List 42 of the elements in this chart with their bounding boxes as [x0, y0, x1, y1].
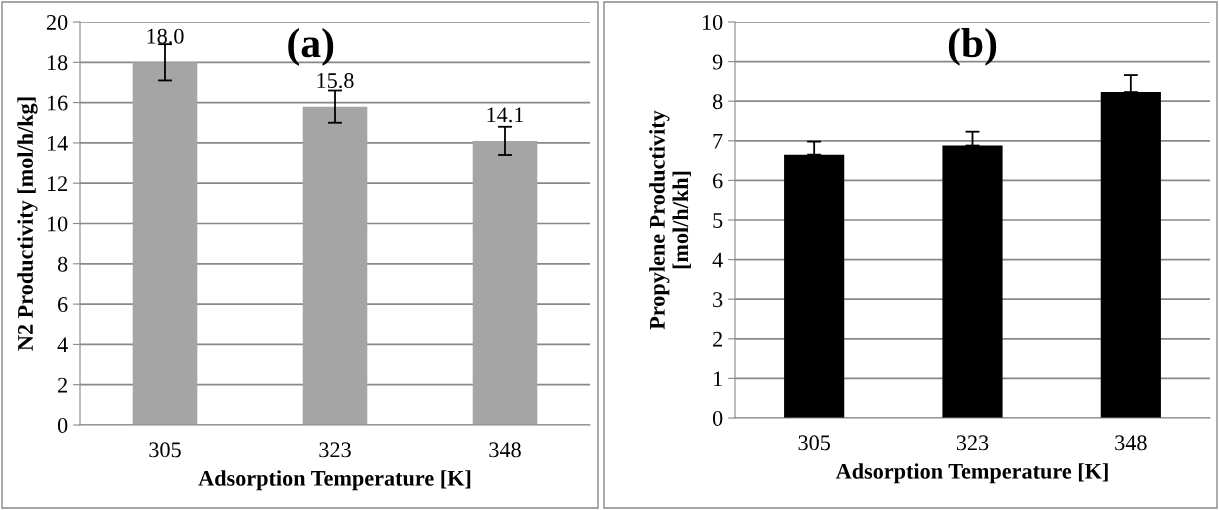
x-axis-title: Adsorption Temperature [K] — [835, 463, 1108, 484]
y-axis-title: Propylene Productivity [mol/h/kh] — [649, 110, 691, 330]
y-tick-label: 4 — [712, 252, 723, 268]
y-tick-label: 2 — [713, 331, 722, 347]
x-tick-label: 348 — [1115, 435, 1147, 451]
bar — [1100, 92, 1161, 418]
y-tick-label: 7 — [713, 133, 723, 149]
x-axis-title: Adsorption Temperature [K] — [198, 470, 471, 491]
x-tick-label: 305 — [798, 435, 830, 451]
y-tick-label: 5 — [713, 213, 723, 228]
y-tick-label: 4 — [57, 337, 68, 353]
data-label: 15.8 — [317, 73, 354, 89]
y-tick-label: 14 — [47, 135, 68, 151]
y-tick-label: 20 — [46, 14, 68, 30]
bar — [784, 154, 845, 418]
y-tick-label: 8 — [712, 94, 723, 110]
bar — [472, 140, 538, 425]
x-tick-label: 323 — [956, 435, 989, 451]
y-tick-label: 16 — [47, 95, 68, 111]
x-tick-label: 323 — [319, 442, 351, 458]
bar — [302, 106, 368, 425]
chart-title: (a) — [288, 28, 334, 66]
y-tick-label: 6 — [713, 173, 723, 189]
y-tick-label: 9 — [712, 54, 723, 70]
x-tick-label: 348 — [489, 442, 521, 458]
y-tick-label: 1 — [714, 371, 722, 387]
y-axis-title: N2 Productivity [mol/h/kg] — [17, 97, 38, 351]
y-tick-label: 18 — [47, 55, 68, 71]
y-tick-label: 8 — [57, 256, 68, 272]
y-tick-label: 10 — [47, 216, 68, 232]
y-tick-label: 6 — [58, 297, 68, 313]
y-tick-label: 3 — [713, 292, 723, 308]
chart-title: (b) — [948, 27, 997, 66]
data-label: 14.1 — [487, 107, 524, 123]
data-label: 18.0 — [147, 28, 184, 44]
y-tick-label: 0 — [712, 410, 723, 426]
y-tick-label: 2 — [58, 377, 67, 393]
y-tick-label: 10 — [702, 14, 723, 30]
bar — [132, 62, 198, 425]
y-tick-label: 0 — [57, 417, 68, 433]
y-tick-label: 12 — [47, 176, 67, 191]
x-tick-label: 305 — [149, 442, 181, 458]
